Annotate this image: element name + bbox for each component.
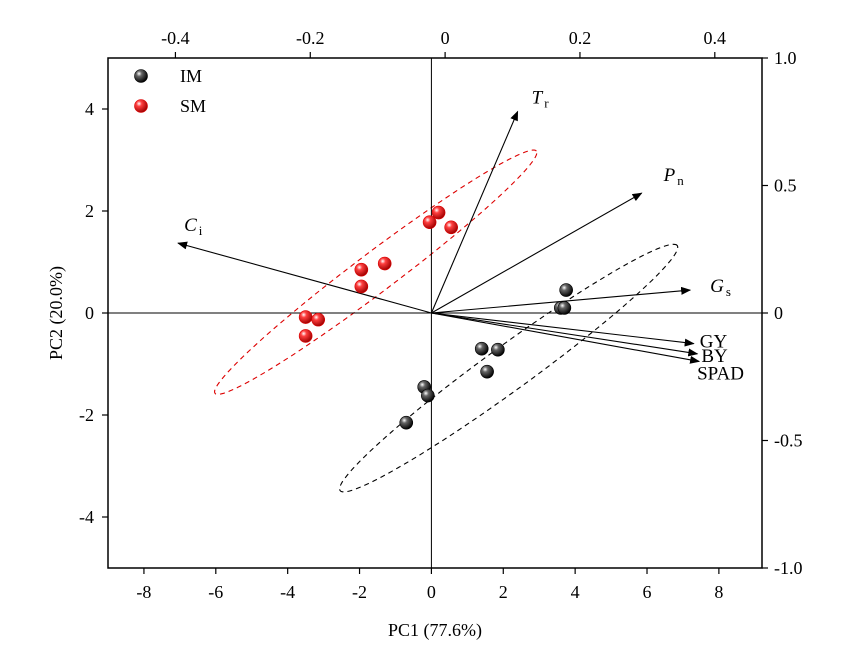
data-point-im <box>421 388 435 403</box>
loading-label-spad: SPAD <box>697 363 744 384</box>
loading-label-main: T <box>532 88 544 109</box>
x-tick-label: -2 <box>352 582 367 602</box>
y-tick-label: -4 <box>79 507 94 527</box>
x-tick-label: 6 <box>643 582 652 602</box>
loading-label-subscript: i <box>199 223 203 238</box>
loading-arrow-ci <box>177 241 432 314</box>
top-tick-label: -0.4 <box>161 28 190 48</box>
ellipse-im <box>339 243 679 493</box>
axis-ticks: -8 -6 -4 -2 0 2 4 6 8 -4 -2 0 2 4 -0.4 -0.2 0 0.2 0.4 1.0 0.… <box>79 28 803 602</box>
data-point-im <box>480 364 494 379</box>
y-tick-label: -2 <box>79 405 94 425</box>
data-point-im <box>491 342 505 357</box>
top-tick-label: -0.2 <box>296 28 325 48</box>
data-point-im <box>557 301 572 315</box>
y-axis-title: PC2 (20.0%) <box>46 266 67 360</box>
loading-arrow-pn <box>431 192 643 314</box>
x-tick-label: 0 <box>427 582 436 602</box>
score-points <box>298 205 573 430</box>
loading-label-main: P <box>663 165 676 186</box>
y-tick-label: 4 <box>85 99 94 119</box>
data-point-sm <box>444 220 458 235</box>
x-axis-title: PC1 (77.6%) <box>388 620 482 641</box>
right-tick-label: 0.5 <box>774 176 797 196</box>
x-tick-label: -6 <box>208 582 223 602</box>
loading-label-subscript: s <box>726 284 731 299</box>
y-tick-label: 2 <box>85 201 94 221</box>
data-point-sm <box>298 310 313 324</box>
legend-label-sm: SM <box>180 96 206 116</box>
ellipse-sm <box>214 149 538 395</box>
loading-arrow-tr <box>430 110 519 314</box>
legend-label-im: IM <box>180 66 202 86</box>
legend: IM SM <box>134 66 206 116</box>
top-tick-label: 0.2 <box>569 28 592 48</box>
legend-marker-im <box>134 69 148 83</box>
loading-label-subscript: n <box>677 173 684 188</box>
loading-arrow-gy <box>431 312 695 347</box>
loading-label-subscript: r <box>544 96 549 111</box>
data-point-im <box>399 415 414 430</box>
loading-label-main: G <box>710 276 724 297</box>
data-point-sm <box>311 312 326 327</box>
top-tick-label: 0 <box>441 28 450 48</box>
right-tick-label: 0 <box>774 303 783 323</box>
confidence-ellipses <box>214 149 679 493</box>
y-tick-label: 0 <box>85 303 94 323</box>
data-point-sm <box>422 215 437 230</box>
data-point-sm <box>354 262 369 277</box>
right-tick-label: 1.0 <box>774 48 797 68</box>
loading-label-gy: GY <box>700 332 728 353</box>
x-tick-label: -8 <box>136 582 151 602</box>
loading-arrow-by <box>431 312 699 357</box>
loading-label-by: BY <box>701 346 728 367</box>
x-tick-label: -4 <box>280 582 295 602</box>
top-tick-label: 0.4 <box>704 28 727 48</box>
data-point-im <box>474 341 489 356</box>
loading-label-main: C <box>184 215 197 236</box>
loading-arrow-spad <box>431 312 701 364</box>
legend-marker-sm <box>134 99 148 113</box>
data-point-sm <box>354 279 369 294</box>
data-point-im <box>559 283 573 297</box>
right-tick-label: -1.0 <box>774 558 803 578</box>
x-tick-label: 2 <box>499 582 508 602</box>
data-point-sm <box>431 205 446 220</box>
data-point-sm <box>377 256 392 271</box>
right-tick-label: -0.5 <box>774 431 803 451</box>
x-tick-label: 8 <box>714 582 723 602</box>
data-point-sm <box>298 329 313 343</box>
x-tick-label: 4 <box>571 582 580 602</box>
